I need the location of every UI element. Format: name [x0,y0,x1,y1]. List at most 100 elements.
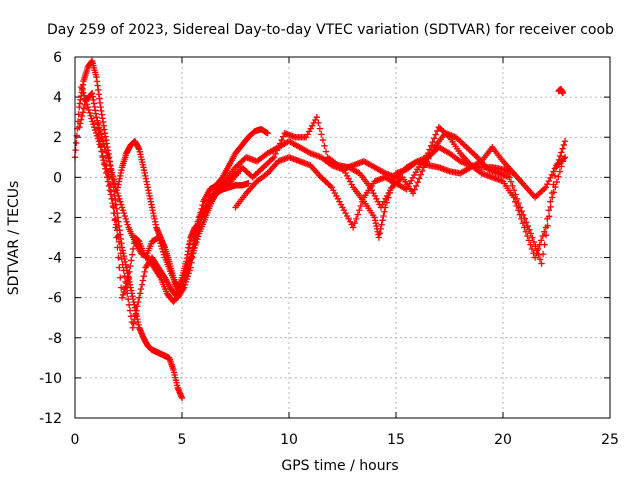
data-point [190,249,197,257]
data-point [99,152,106,160]
x-tick-label: 10 [280,432,298,448]
data-point [95,125,102,132]
data-point [545,213,553,220]
data-point [103,174,111,181]
data-point [139,277,147,284]
data-point [507,178,515,185]
data-point [114,232,122,240]
data-point [80,89,87,97]
data-point [106,161,114,169]
data-point [391,174,398,182]
data-point [106,158,113,165]
data-point [519,219,527,227]
data-point [80,105,88,112]
data-point [527,241,534,248]
data-point [106,187,114,194]
data-points [71,57,569,402]
data-point [319,136,327,144]
data-point [538,260,545,267]
data-point [125,274,132,281]
data-point [322,148,330,155]
data-point [96,141,103,148]
data-point [315,119,322,127]
data-point [416,175,423,182]
data-point [94,135,102,142]
data-point [414,179,421,186]
data-point [72,146,79,154]
data-point [382,204,389,211]
data-point [377,225,384,233]
data-point [128,257,135,264]
data-point [116,264,123,271]
data-point [192,222,200,230]
data-point [117,274,124,281]
data-point [120,209,128,217]
data-point [111,209,118,217]
data-point [115,192,122,200]
data-point [186,240,194,247]
data-point [524,222,531,230]
data-point [539,250,547,258]
data-point [515,199,522,207]
data-point [561,138,569,145]
data-point [524,232,531,240]
data-point [83,101,91,108]
data-point [188,235,195,243]
data-point [117,250,125,257]
data-point [124,295,132,303]
x-tick-label: 15 [387,432,405,448]
data-point [560,155,568,162]
series-track-9 [339,144,569,241]
data-point [121,212,129,220]
data-point [86,109,93,117]
data-point [183,275,191,283]
data-point [94,119,101,127]
data-point [123,284,130,291]
data-point [432,131,439,138]
data-point [431,135,438,142]
data-point [133,307,140,314]
data-point [117,198,124,205]
data-point [506,174,513,181]
data-point [561,154,569,161]
data-point [189,254,196,262]
data-point [529,234,536,241]
y-tick-label: 6 [53,50,62,66]
data-point [276,140,284,147]
data-point [140,272,147,280]
data-point [115,254,122,261]
data-point [113,187,120,194]
data-point [80,92,88,99]
data-point [121,272,128,280]
data-point [105,155,112,162]
data-point [122,215,129,223]
data-point [357,202,365,210]
data-point [102,165,109,172]
data-point [138,281,146,288]
data-point [78,83,85,91]
data-point [523,219,530,226]
data-point [115,238,123,245]
x-axis-label: GPS time / hours [281,458,398,474]
data-point [108,195,115,203]
data-point [522,228,530,235]
data-point [526,226,533,233]
data-point [102,146,109,154]
data-point [279,133,287,140]
data-point [386,189,394,197]
data-point [510,187,518,194]
data-point [141,268,148,276]
data-point [114,189,121,197]
series-track-4 [78,83,252,331]
data-point [389,179,397,187]
data-point [125,301,133,309]
data-point [119,261,126,268]
data-point [278,136,285,144]
data-point [188,259,195,266]
data-point [127,262,134,270]
data-point [275,143,282,151]
y-tick-label: 2 [53,130,62,146]
data-point [93,113,100,121]
data-point [516,204,524,211]
